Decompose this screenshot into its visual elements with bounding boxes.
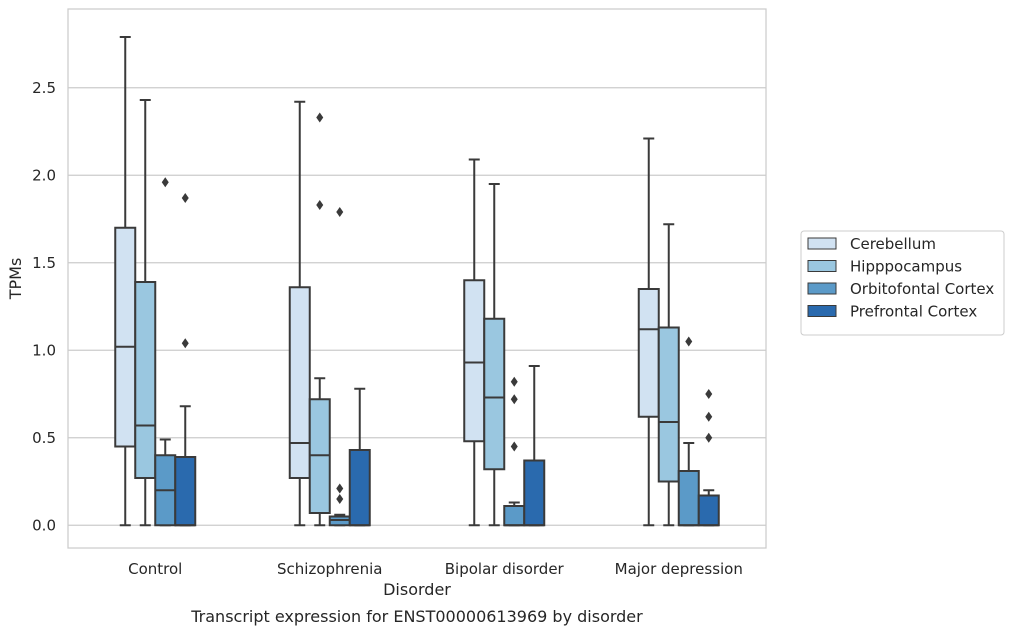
box-iqr bbox=[463, 279, 486, 443]
tick-labels: 0.0 0.5 1.0 1.5 2.0 2.5 Control Schizophrenia Bi… bbox=[32, 79, 743, 578]
box-prefrontal-cortex bbox=[697, 389, 720, 527]
legend-label: Prefrontal Cortex bbox=[850, 303, 977, 321]
plot-area-frame bbox=[67, 8, 767, 549]
box-iqr bbox=[523, 459, 546, 527]
legend-swatch bbox=[807, 260, 837, 272]
box-iqr bbox=[483, 317, 506, 471]
outlier-point bbox=[705, 432, 713, 443]
box-hipppocampus bbox=[308, 112, 331, 527]
outlier-point bbox=[316, 200, 324, 210]
legend-label: Hipppocampus bbox=[850, 258, 962, 276]
box-iqr bbox=[134, 281, 157, 479]
box-cerebellum bbox=[114, 36, 137, 527]
outlier-point bbox=[336, 494, 344, 504]
legend: Cerebellum Hipppocampus Orbitofontal Corte… bbox=[800, 230, 1005, 336]
box-iqr bbox=[637, 288, 660, 418]
box-hipppocampus bbox=[657, 223, 680, 527]
outlier-point bbox=[336, 483, 344, 494]
box-iqr bbox=[288, 286, 311, 479]
box-plot-series bbox=[114, 36, 720, 527]
legend-swatch bbox=[807, 282, 837, 295]
y-tick-label: 2.5 bbox=[32, 79, 56, 97]
outlier-point bbox=[316, 112, 324, 123]
box-iqr bbox=[174, 456, 197, 527]
legend-label: Orbitofontal Cortex bbox=[850, 280, 994, 298]
legend-swatch bbox=[807, 305, 837, 317]
box-cerebellum bbox=[463, 158, 486, 527]
outlier-point bbox=[510, 441, 518, 452]
box-iqr bbox=[114, 226, 137, 448]
box-iqr bbox=[503, 505, 526, 527]
y-tick-label: 0.5 bbox=[32, 429, 56, 447]
x-tick-label: Schizophrenia bbox=[277, 560, 382, 578]
outlier-point bbox=[181, 193, 189, 203]
box-iqr bbox=[348, 449, 371, 527]
outlier-point bbox=[181, 338, 189, 349]
box-iqr bbox=[697, 494, 720, 527]
y-tick-label: 1.5 bbox=[32, 254, 56, 272]
outlier-point bbox=[510, 394, 518, 405]
y-tick-label: 0.0 bbox=[32, 516, 56, 534]
box-prefrontal-cortex bbox=[174, 193, 197, 527]
outlier-point bbox=[685, 336, 693, 347]
x-tick-label: Control bbox=[128, 560, 182, 578]
y-tick-label: 2.0 bbox=[32, 166, 56, 184]
x-axis-label: Disorder bbox=[383, 580, 451, 599]
box-hipppocampus bbox=[483, 183, 506, 527]
box-orbitofontal-cortex bbox=[677, 336, 700, 527]
box-cerebellum bbox=[288, 100, 311, 527]
legend-frame bbox=[800, 230, 1005, 336]
x-tick-label: Bipolar disorder bbox=[445, 560, 565, 578]
box-orbitofontal-cortex bbox=[154, 177, 177, 527]
outlier-point bbox=[705, 411, 713, 422]
box-iqr bbox=[677, 470, 700, 527]
outlier-point bbox=[705, 389, 713, 399]
box-hipppocampus bbox=[134, 99, 157, 527]
legend-swatch bbox=[807, 237, 837, 250]
box-prefrontal-cortex bbox=[523, 365, 546, 527]
box-cerebellum bbox=[637, 137, 660, 527]
outlier-point bbox=[161, 177, 169, 188]
box-prefrontal-cortex bbox=[348, 387, 371, 527]
x-tick-label: Major depression bbox=[615, 560, 743, 578]
box-orbitofontal-cortex bbox=[328, 207, 351, 527]
outlier-point bbox=[336, 207, 344, 217]
chart-caption: Transcript expression for ENST0000061396… bbox=[190, 607, 643, 626]
box-orbitofontal-cortex bbox=[503, 376, 526, 527]
y-axis-label: TPMs bbox=[6, 258, 25, 301]
outlier-point bbox=[510, 376, 518, 387]
box-iqr bbox=[657, 326, 680, 483]
y-tick-label: 1.0 bbox=[32, 341, 56, 359]
legend-label: Cerebellum bbox=[850, 235, 936, 253]
